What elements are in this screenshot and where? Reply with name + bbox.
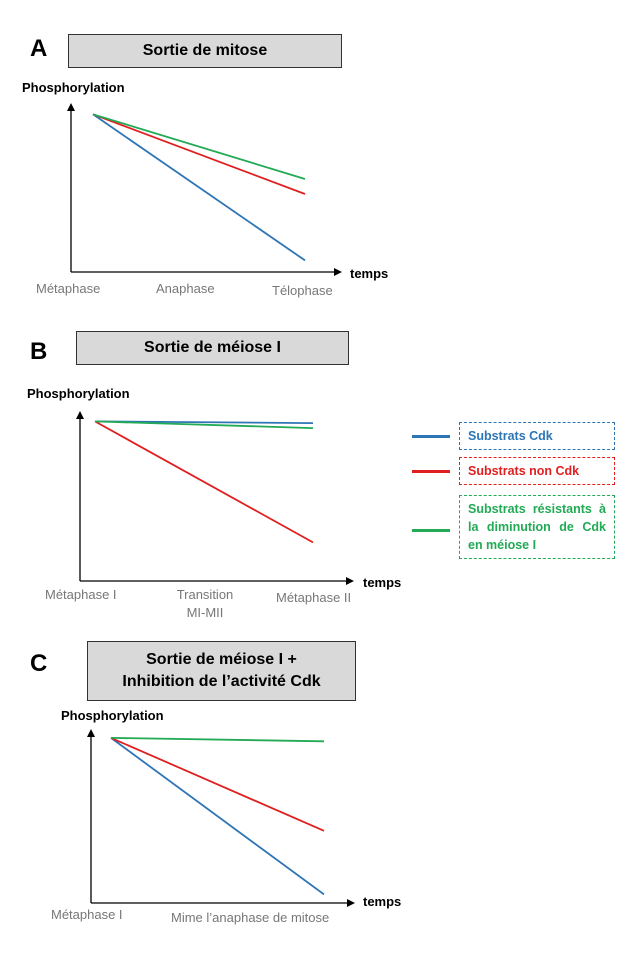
panel-a-tick-1: Anaphase — [156, 281, 215, 296]
panel-c-y-arrow — [87, 729, 95, 737]
panel-b-series-non-cdk — [94, 420, 314, 544]
panel-c-title-line2: Inhibition de l’activité Cdk — [122, 673, 321, 690]
legend-line-non-cdk — [412, 470, 450, 473]
panel-b-xlabel: temps — [363, 575, 402, 590]
panel-b-title-text: Sortie de méiose I — [144, 339, 281, 357]
panel-b-ylabel: Phosphorylation — [27, 386, 130, 401]
panel-a-x-arrow — [334, 268, 342, 276]
panel-b-title: Sortie de méiose I — [76, 331, 349, 365]
panel-a-xlabel: temps — [350, 266, 389, 281]
panel-c-tick-0: Métaphase I — [51, 907, 123, 922]
panel-a-series-non-cdk — [92, 113, 306, 195]
legend-label-non-cdk: Substrats non Cdk — [468, 464, 580, 478]
legend-label-resistant: Substrats résistants à la diminution de … — [468, 502, 606, 553]
panel-a-y-arrow — [67, 103, 75, 111]
panel-a-title: Sortie de mitose — [68, 34, 342, 68]
panel-c-xlabel: temps — [363, 894, 402, 909]
panel-a-tick-0: Métaphase — [36, 281, 101, 296]
panel-letter-c: C — [30, 650, 48, 677]
panel-b-y-arrow — [76, 411, 84, 419]
panel-c-series-cdk — [110, 737, 325, 896]
legend-box-resistant: Substrats résistants à la diminution de … — [459, 495, 615, 560]
panel-b-series-resistant — [94, 420, 314, 429]
legend-box-non-cdk: Substrats non Cdk — [459, 457, 615, 486]
panel-c-x-arrow — [347, 899, 355, 907]
panel-b-tick-1: Transition MI-MII — [176, 587, 234, 620]
panel-c-title: Sortie de méiose I + Inhibition de l’act… — [87, 641, 356, 701]
legend-label-cdk: Substrats Cdk — [468, 429, 553, 443]
panel-c-ylabel: Phosphorylation — [61, 708, 164, 723]
legend-line-cdk — [412, 435, 450, 438]
legend-box-cdk: Substrats Cdk — [459, 422, 615, 451]
panel-letter-b: B — [30, 338, 48, 365]
panel-c-title-line1: Sortie de méiose I + — [146, 651, 297, 669]
panel-c-tick-1: Mime l’anaphase de mitose — [171, 910, 330, 925]
panel-b-x-arrow — [346, 577, 354, 585]
panel-a-series-cdk — [92, 113, 306, 262]
panel-letter-a: A — [30, 35, 48, 62]
panel-b-tick-2: Métaphase II — [276, 590, 352, 605]
panel-b-tick-0: Métaphase I — [45, 587, 117, 602]
panel-c-series-non-cdk — [110, 737, 325, 832]
panel-c-series-resistant — [110, 737, 325, 743]
panel-a-title-text: Sortie de mitose — [142, 42, 268, 60]
panel-a-tick-2: Télophase — [272, 283, 333, 298]
panel-a-series-resistant — [92, 113, 306, 180]
legend-line-resistant — [412, 529, 450, 532]
panel-a-ylabel: Phosphorylation — [22, 80, 125, 95]
